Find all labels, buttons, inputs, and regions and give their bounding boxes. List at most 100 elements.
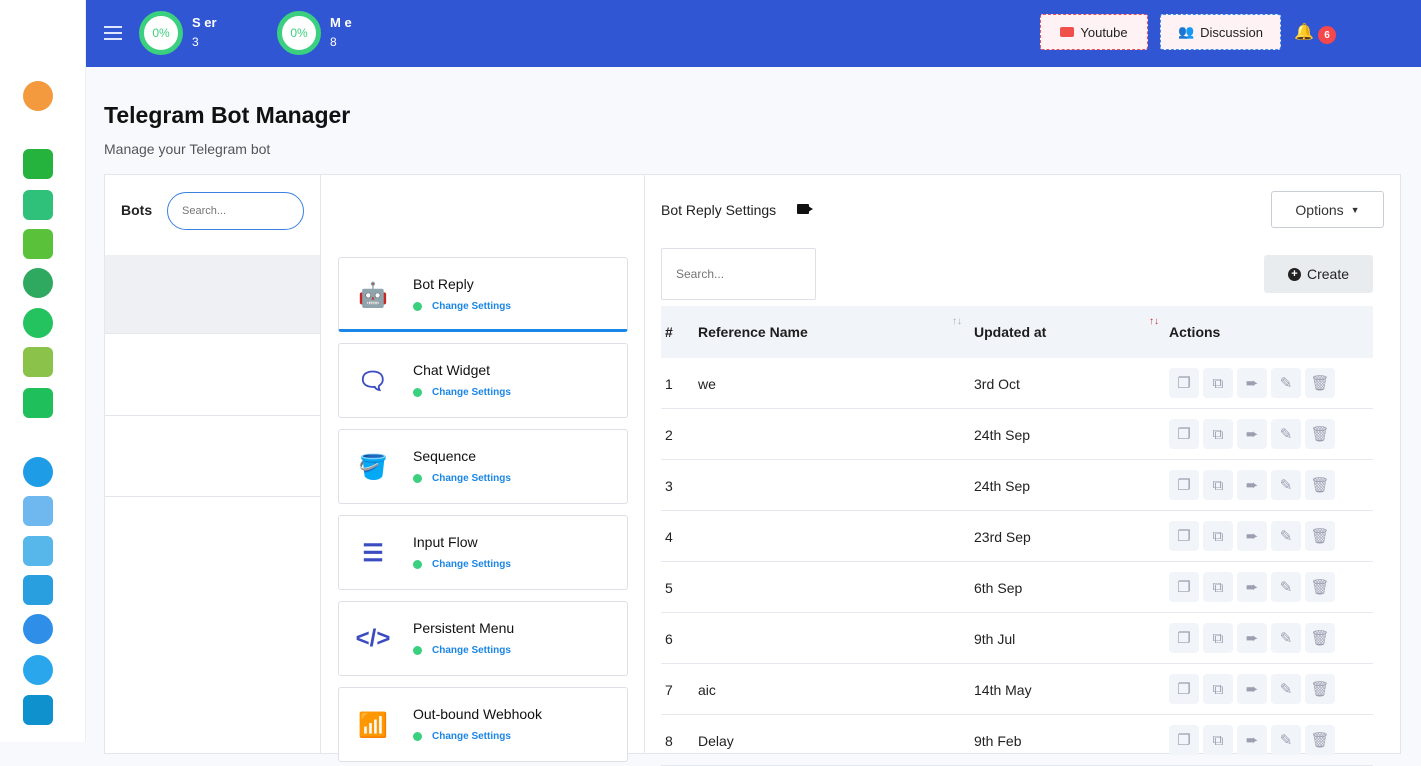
updated-at: 9th Jul xyxy=(974,631,1016,647)
bots-column: Bots xyxy=(105,175,321,753)
bots-search-input[interactable] xyxy=(167,192,304,230)
sort-icon[interactable]: ↑↓ xyxy=(1149,316,1159,327)
whatsapp-chat-icon[interactable] xyxy=(23,308,53,338)
delete-icon[interactable]: 🗑 xyxy=(1305,623,1335,653)
edit-icon[interactable]: ✎ xyxy=(1271,725,1301,755)
feature-card[interactable]: 📶 Out-bound Webhook Change Settings xyxy=(338,687,628,762)
bot-item-selected[interactable] xyxy=(105,255,320,334)
clone-icon[interactable]: ⧉ xyxy=(1203,623,1233,653)
edit-icon[interactable]: ✎ xyxy=(1271,572,1301,602)
copy-icon[interactable]: ❐ xyxy=(1169,572,1199,602)
export-icon[interactable]: ➨ xyxy=(1237,725,1267,755)
telegram-contacts-icon[interactable] xyxy=(23,575,53,605)
copy-icon[interactable]: ❐ xyxy=(1169,470,1199,500)
col-reference-name[interactable]: Reference Name xyxy=(698,324,808,340)
options-dropdown[interactable]: Options ▼ xyxy=(1271,191,1384,228)
clone-icon[interactable]: ⧉ xyxy=(1203,572,1233,602)
edit-icon[interactable]: ✎ xyxy=(1271,674,1301,704)
delete-icon[interactable]: 🗑 xyxy=(1305,725,1335,755)
whatsapp-icon[interactable] xyxy=(23,149,53,179)
col-actions: Actions xyxy=(1169,324,1221,340)
telegram-broadcast-icon[interactable] xyxy=(23,614,53,644)
clone-icon[interactable]: ⧉ xyxy=(1203,521,1233,551)
feature-title: Out-bound Webhook xyxy=(413,706,542,722)
clone-icon[interactable]: ⧉ xyxy=(1203,368,1233,398)
updated-at: 9th Feb xyxy=(974,733,1022,749)
export-icon[interactable]: ➨ xyxy=(1237,674,1267,704)
feature-card[interactable]: 🤖 Bot Reply Change Settings xyxy=(338,257,628,332)
change-settings-link[interactable]: Change Settings xyxy=(413,731,511,742)
telegram-bot-icon[interactable] xyxy=(23,496,53,526)
integration-puzzle-icon[interactable] xyxy=(23,347,53,377)
copy-icon[interactable]: ❐ xyxy=(1169,725,1199,755)
export-icon[interactable]: ➨ xyxy=(1237,470,1267,500)
edit-icon[interactable]: ✎ xyxy=(1271,368,1301,398)
table-row: 7 aic 14th May ❐ ⧉ ➨ ✎ 🗑 xyxy=(661,664,1373,715)
clone-icon[interactable]: ⧉ xyxy=(1203,674,1233,704)
edit-icon[interactable]: ✎ xyxy=(1271,470,1301,500)
telegram-chat-icon[interactable] xyxy=(23,655,53,685)
copy-icon[interactable]: ❐ xyxy=(1169,521,1199,551)
wifi-icon: 📶 xyxy=(358,711,388,739)
change-settings-link[interactable]: Change Settings xyxy=(413,301,511,312)
telegram-subscribers-icon[interactable] xyxy=(23,536,53,566)
stat-value: 8 xyxy=(330,35,337,49)
bell-icon[interactable]: 🔔 xyxy=(1294,24,1314,41)
export-icon[interactable]: ➨ xyxy=(1237,419,1267,449)
delete-icon[interactable]: 🗑 xyxy=(1305,470,1335,500)
copy-icon[interactable]: ❐ xyxy=(1169,419,1199,449)
telegram-shop-icon[interactable] xyxy=(23,695,53,725)
reference-name: Delay xyxy=(698,733,734,749)
table-row: 1 we 3rd Oct ❐ ⧉ ➨ ✎ 🗑 xyxy=(661,358,1373,409)
settings-title: Bot Reply Settings xyxy=(661,202,777,218)
edit-icon[interactable]: ✎ xyxy=(1271,623,1301,653)
delete-icon[interactable]: 🗑 xyxy=(1305,368,1335,398)
export-icon[interactable]: ➨ xyxy=(1237,572,1267,602)
delete-icon[interactable]: 🗑 xyxy=(1305,674,1335,704)
youtube-button[interactable]: Youtube xyxy=(1040,14,1148,50)
change-settings-link[interactable]: Change Settings xyxy=(413,559,511,570)
copy-icon[interactable]: ❐ xyxy=(1169,674,1199,704)
clone-icon[interactable]: ⧉ xyxy=(1203,419,1233,449)
whatsapp-broadcast-icon[interactable] xyxy=(23,268,53,298)
features-column: 🤖 Bot Reply Change Settings 🗨 Chat Widget Cha… xyxy=(321,175,645,762)
export-icon[interactable]: ➨ xyxy=(1237,521,1267,551)
delete-icon[interactable]: 🗑 xyxy=(1305,521,1335,551)
feature-card[interactable]: 🗨 Chat Widget Change Settings xyxy=(338,343,628,418)
feature-card[interactable]: ☰ Input Flow Change Settings xyxy=(338,515,628,590)
copy-icon[interactable]: ❐ xyxy=(1169,623,1199,653)
export-icon[interactable]: ➨ xyxy=(1237,368,1267,398)
delete-icon[interactable]: 🗑 xyxy=(1305,419,1335,449)
export-icon[interactable]: ➨ xyxy=(1237,623,1267,653)
create-button[interactable]: + Create xyxy=(1264,255,1373,293)
edit-icon[interactable]: ✎ xyxy=(1271,419,1301,449)
robot-icon: 🤖 xyxy=(358,281,388,309)
whatsapp-shop-icon[interactable] xyxy=(23,388,53,418)
feature-card[interactable]: 🪣 Sequence Change Settings xyxy=(338,429,628,504)
copy-icon[interactable]: ❐ xyxy=(1169,368,1199,398)
whatsapp-contacts-icon[interactable] xyxy=(23,229,53,259)
sort-icon[interactable]: ↑↓ xyxy=(952,316,962,327)
chat-bubble-icon: 🗨 xyxy=(357,367,389,395)
delete-icon[interactable]: 🗑 xyxy=(1305,572,1335,602)
dashboard-gauge-icon[interactable] xyxy=(23,81,53,111)
video-icon[interactable] xyxy=(797,204,809,214)
clone-icon[interactable]: ⧉ xyxy=(1203,470,1233,500)
telegram-icon[interactable] xyxy=(23,457,53,487)
change-settings-link[interactable]: Change Settings xyxy=(413,387,511,398)
col-updated-at[interactable]: Updated at xyxy=(974,324,1047,340)
feature-card[interactable]: </> Persistent Menu Change Settings xyxy=(338,601,628,676)
search-input[interactable] xyxy=(661,248,816,300)
progress-ring: 0% xyxy=(139,11,183,55)
discussion-button[interactable]: 👥 Discussion xyxy=(1160,14,1281,50)
table-row: 3 24th Sep ❐ ⧉ ➨ ✎ 🗑 xyxy=(661,460,1373,511)
whatsapp-bot-icon[interactable] xyxy=(23,190,53,220)
change-settings-link[interactable]: Change Settings xyxy=(413,473,511,484)
clone-icon[interactable]: ⧉ xyxy=(1203,725,1233,755)
edit-icon[interactable]: ✎ xyxy=(1271,521,1301,551)
reference-name: we xyxy=(698,376,716,392)
change-settings-link[interactable]: Change Settings xyxy=(413,645,511,656)
menu-icon[interactable] xyxy=(104,26,122,40)
bot-item[interactable] xyxy=(105,416,320,497)
bot-item[interactable] xyxy=(105,334,320,416)
